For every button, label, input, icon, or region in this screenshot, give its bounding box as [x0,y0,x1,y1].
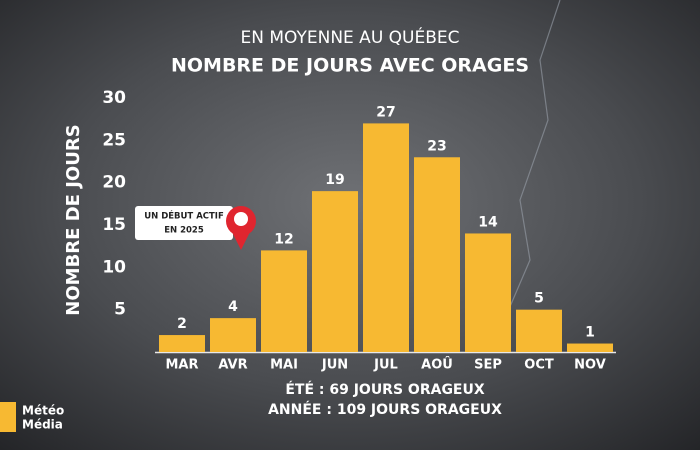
note: ÉTÉ : 69 JOURS ORAGEUX [285,381,485,398]
chart-title: NOMBRE DE JOURS AVEC ORAGES [171,55,529,77]
value-label: 2 [177,316,187,332]
bar [567,343,613,352]
bar [414,157,460,352]
x-tick-label: JUL [373,358,398,373]
annotation-text: UN DÉBUT ACTIF [144,210,224,222]
y-tick-label: 30 [102,88,126,108]
note: ANNÉE : 109 JOURS ORAGEUX [268,401,502,418]
lightning [499,0,561,331]
x-tick-label: OCT [524,358,554,373]
bar [363,123,409,353]
annotation-text: EN 2025 [164,226,204,236]
x-tick-label: SEP [474,358,502,373]
logo-mark [0,402,16,432]
x-tick-label: AOÛ [421,357,453,373]
x-tick-label: MAR [165,358,198,373]
annotation-box [135,206,233,240]
value-label: 14 [478,214,498,230]
x-tick-label: AVR [218,358,247,373]
logo-text: Média [22,418,63,432]
bar [210,318,256,352]
bar [465,233,511,352]
y-tick-label: 25 [102,130,126,150]
value-label: 5 [534,291,544,307]
value-label: 23 [427,138,446,154]
logo-text: Météo [22,404,64,418]
value-label: 19 [325,172,344,188]
annotation: UN DÉBUT ACTIF EN 2025 [135,206,256,250]
y-tick-label: 10 [102,257,126,277]
y-tick-label: 20 [102,173,126,193]
value-label: 4 [228,299,238,315]
x-tick-label: NOV [574,358,606,373]
bar [261,250,307,352]
value-label: 12 [274,231,293,247]
annotation-pin-tip [232,232,250,250]
y-tick-label: 15 [102,215,126,235]
chart-subtitle: EN MOYENNE AU QUÉBEC [241,26,460,48]
bar [516,309,562,352]
x-tick-label: MAI [270,358,298,373]
y-axis-label: NOMBRE DE JOURS [63,124,84,315]
annotation-icon [234,212,248,226]
bar [312,191,358,352]
bar [159,335,205,352]
y-tick-label: 5 [114,300,126,320]
value-label: 27 [376,104,395,120]
value-label: 1 [585,325,595,341]
x-tick-label: JUN [321,358,348,373]
